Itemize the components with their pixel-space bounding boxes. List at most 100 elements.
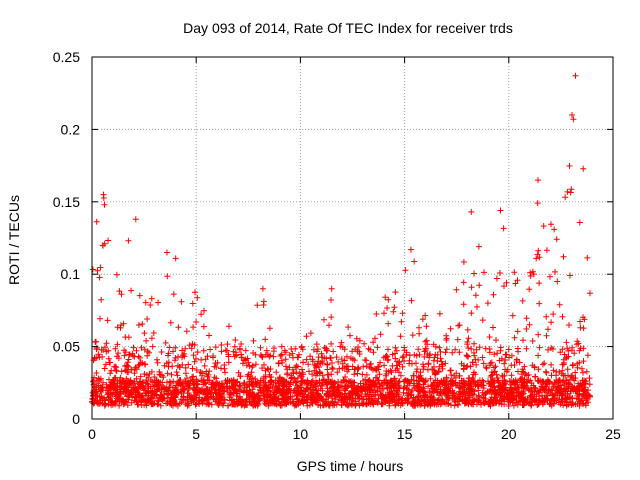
data-point: [389, 351, 396, 358]
data-point: [114, 353, 120, 360]
data-point: [478, 401, 484, 408]
data-point: [480, 360, 487, 367]
data-point: [211, 374, 218, 381]
data-point: [520, 382, 527, 389]
data-point: [420, 392, 427, 399]
data-point: [325, 379, 332, 386]
data-point: [239, 360, 246, 367]
data-point: [475, 381, 481, 388]
data-point: [352, 346, 359, 353]
data-point: [363, 371, 370, 378]
data-point: [436, 310, 443, 317]
data-point: [228, 385, 235, 392]
data-point: [525, 371, 532, 378]
data-point: [345, 382, 352, 389]
data-point: [510, 393, 517, 400]
data-point: [266, 353, 273, 360]
data-point: [415, 392, 422, 399]
data-point: [294, 375, 301, 381]
data-point: [460, 259, 467, 265]
data-point: [252, 375, 259, 382]
data-point: [465, 401, 472, 408]
data-point: [221, 362, 228, 368]
data-point: [414, 396, 421, 403]
data-point: [587, 290, 593, 297]
data-point: [307, 330, 314, 337]
data-point: [130, 344, 137, 351]
data-point: [481, 400, 488, 407]
data-point: [430, 341, 437, 348]
data-point: [535, 247, 542, 254]
data-point: [564, 366, 571, 373]
data-point: [370, 349, 377, 356]
data-point: [447, 325, 454, 332]
data-point: [213, 364, 220, 371]
data-point: [476, 344, 483, 351]
data-point: [260, 374, 267, 380]
data-point: [413, 360, 419, 367]
data-point: [338, 356, 345, 363]
data-point: [225, 353, 232, 360]
data-point: [260, 302, 267, 308]
data-point: [519, 297, 526, 304]
data-point: [586, 392, 593, 399]
data-point: [432, 370, 439, 377]
data-point: [290, 398, 297, 405]
data-point: [108, 367, 115, 374]
data-point: [128, 391, 134, 398]
data-point: [514, 401, 521, 408]
data-point: [579, 381, 586, 388]
data-point: [511, 334, 518, 341]
data-point: [444, 378, 450, 385]
data-point: [459, 390, 466, 397]
data-point: [475, 243, 482, 250]
data-point: [254, 392, 261, 399]
data-point: [97, 264, 104, 271]
data-point: [531, 399, 538, 406]
data-point: [318, 350, 325, 357]
data-point: [535, 388, 541, 395]
data-point: [129, 394, 136, 401]
data-point: [528, 393, 535, 400]
data-point: [585, 387, 592, 394]
data-point: [350, 400, 357, 407]
data-point: [192, 289, 198, 296]
data-point: [148, 295, 155, 302]
data-point: [360, 384, 367, 391]
data-point: [522, 395, 529, 402]
data-point: [399, 310, 406, 317]
data-point: [246, 376, 253, 383]
data-point: [212, 344, 219, 351]
data-point: [174, 372, 181, 379]
data-point: [125, 387, 131, 393]
data-point: [156, 371, 163, 378]
data-point: [259, 285, 266, 292]
data-point: [407, 246, 414, 253]
data-point: [255, 401, 262, 408]
data-point: [249, 398, 256, 405]
data-point: [448, 377, 455, 384]
data-point: [519, 382, 526, 388]
data-point: [541, 360, 548, 367]
data-point: [154, 359, 161, 366]
data-point: [366, 377, 373, 383]
data-point: [543, 332, 550, 339]
data-point: [482, 390, 489, 397]
data-point: [296, 351, 302, 358]
data-point: [550, 367, 557, 374]
data-point: [468, 345, 475, 352]
data-point: [115, 350, 122, 357]
data-point: [396, 378, 403, 385]
data-point: [558, 386, 565, 393]
data-point: [248, 393, 255, 400]
data-point: [429, 400, 436, 407]
data-point: [443, 374, 450, 381]
data-point: [329, 366, 336, 372]
data-point: [98, 296, 105, 303]
data-point: [182, 345, 189, 352]
data-point: [230, 348, 237, 355]
data-point: [113, 367, 119, 374]
data-point: [103, 340, 110, 347]
data-point: [571, 377, 578, 384]
data-point: [207, 346, 214, 353]
